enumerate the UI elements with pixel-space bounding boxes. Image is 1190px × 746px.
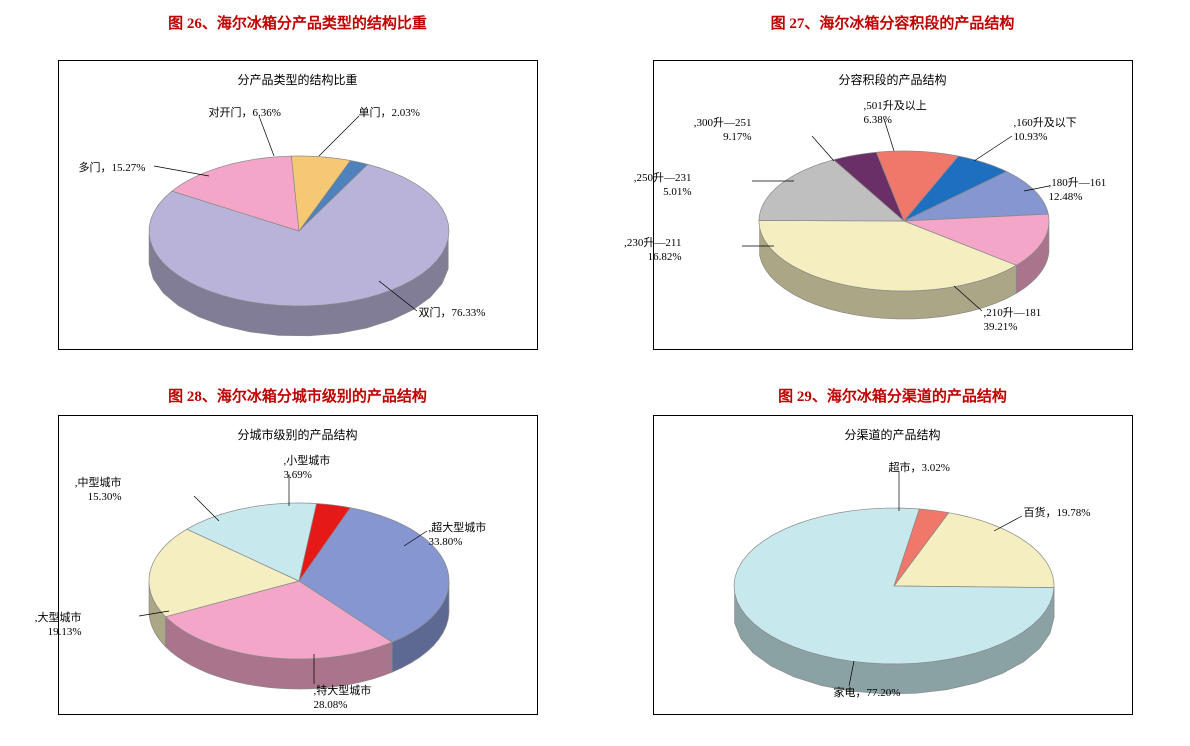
- figure-title: 图 27、海尔冰箱分容积段的产品结构: [595, 12, 1190, 33]
- slice-label: ,大型城市19.13%: [35, 611, 82, 640]
- slice-label: ,特大型城市28.08%: [314, 684, 372, 713]
- slice-label: ,超大型城市33.80%: [429, 521, 487, 550]
- slice-label: 多门，15.27%: [79, 161, 146, 175]
- chart-cell-3: 图 29、海尔冰箱分渠道的产品结构分渠道的产品结构百货，19.78%家电，77.…: [595, 373, 1190, 746]
- slice-label: ,230升—21116.82%: [624, 236, 681, 265]
- slice-label: ,小型城市3.69%: [284, 454, 331, 483]
- slice-label: ,180升—16112.48%: [1049, 176, 1107, 205]
- chart-panel: 分容积段的产品结构,160升及以下10.93%,180升—16112.48%,2…: [653, 60, 1133, 350]
- slice-label: 百货，19.78%: [1024, 506, 1091, 520]
- figure-title: 图 28、海尔冰箱分城市级别的产品结构: [0, 385, 595, 406]
- chart-panel: 分渠道的产品结构百货，19.78%家电，77.20%超市，3.02%: [653, 415, 1133, 715]
- slice-label: ,501升及以上6.38%: [864, 99, 927, 128]
- slice-label: 单门，2.03%: [359, 106, 420, 120]
- slice-label: ,中型城市15.30%: [75, 476, 122, 505]
- slice-label: ,160升及以下10.93%: [1014, 116, 1077, 145]
- slice-label: ,300升—2519.17%: [694, 116, 752, 145]
- chart-cell-1: 图 27、海尔冰箱分容积段的产品结构分容积段的产品结构,160升及以下10.93…: [595, 0, 1190, 373]
- slice-label: 家电，77.20%: [834, 686, 901, 700]
- chart-cell-0: 图 26、海尔冰箱分产品类型的结构比重分产品类型的结构比重单门，2.03%双门，…: [0, 0, 595, 373]
- figure-title: 图 29、海尔冰箱分渠道的产品结构: [595, 385, 1190, 406]
- slice-label: ,210升—18139.21%: [984, 306, 1042, 335]
- chart-panel: 分产品类型的结构比重单门，2.03%双门，76.33%多门，15.27%对开门，…: [58, 60, 538, 350]
- slice-label: 对开门，6.36%: [209, 106, 281, 120]
- slice-label: ,250升—2315.01%: [634, 171, 692, 200]
- chart-panel: 分城市级别的产品结构,超大型城市33.80%,特大型城市28.08%,大型城市1…: [58, 415, 538, 715]
- slice-label: 超市，3.02%: [889, 461, 950, 475]
- slice-label: 双门，76.33%: [419, 306, 486, 320]
- figure-title: 图 26、海尔冰箱分产品类型的结构比重: [0, 12, 595, 33]
- chart-cell-2: 图 28、海尔冰箱分城市级别的产品结构分城市级别的产品结构,超大型城市33.80…: [0, 373, 595, 746]
